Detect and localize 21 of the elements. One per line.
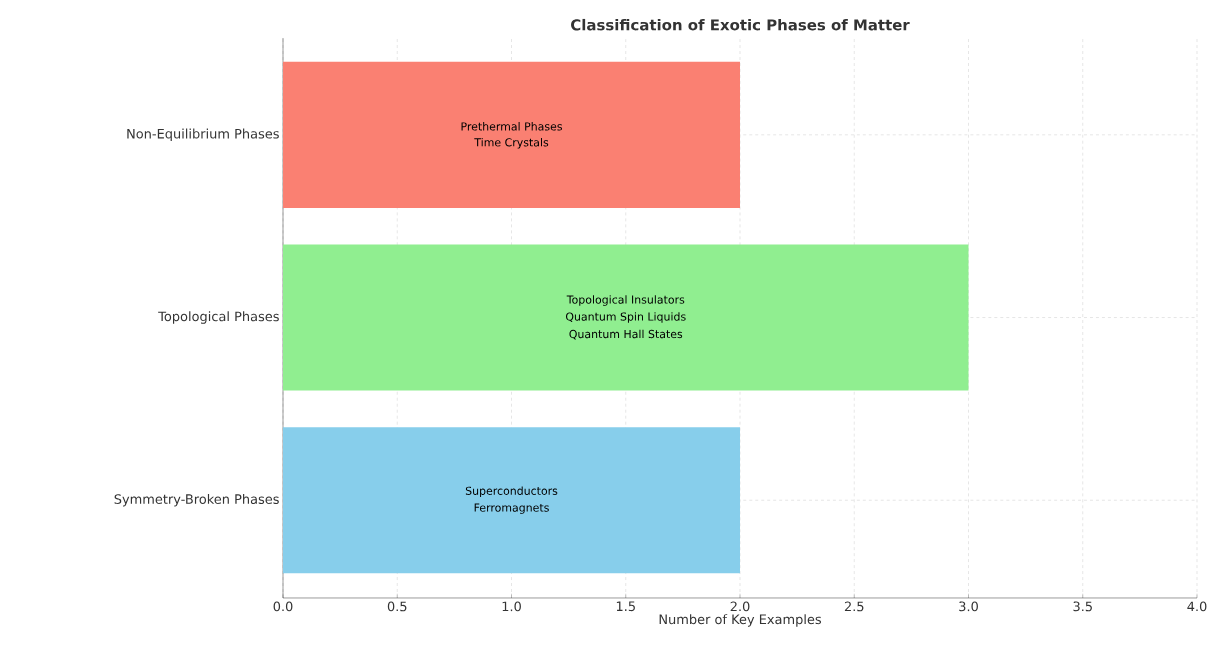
x-tick-label: 4.0 [1187, 601, 1207, 612]
annotation: Quantum Spin Liquids [565, 312, 686, 323]
chart-title: Classification of Exotic Phases of Matter [571, 18, 910, 31]
y-tick-label: Symmetry-Broken Phases [114, 493, 279, 507]
annotation: Superconductors [465, 486, 558, 498]
annotation: Time Crystals [474, 138, 549, 149]
x-tick-label: 2.0 [730, 601, 750, 612]
y-tick-label: Non-Equilibrium Phases [127, 128, 279, 142]
y-tick-label: Topological Phases [158, 311, 279, 324]
x-tick-label: 3.0 [959, 601, 978, 612]
x-tick-label: 1.0 [502, 601, 521, 612]
x-tick-label: 2.5 [844, 601, 864, 612]
x-tick-label: 0.0 [273, 601, 293, 612]
annotation: Quantum Hall States [569, 329, 683, 340]
annotation: Prethermal Phases [461, 122, 562, 131]
x-tick-label: 1.5 [616, 601, 635, 612]
x-tick-label: 3.5 [1073, 601, 1092, 612]
annotation: Ferromagnets [474, 503, 549, 514]
x-axis-title: Number of Key Examples [659, 614, 822, 627]
x-tick-label: 0.5 [387, 601, 407, 612]
annotation: Topological Insulators [566, 295, 685, 306]
